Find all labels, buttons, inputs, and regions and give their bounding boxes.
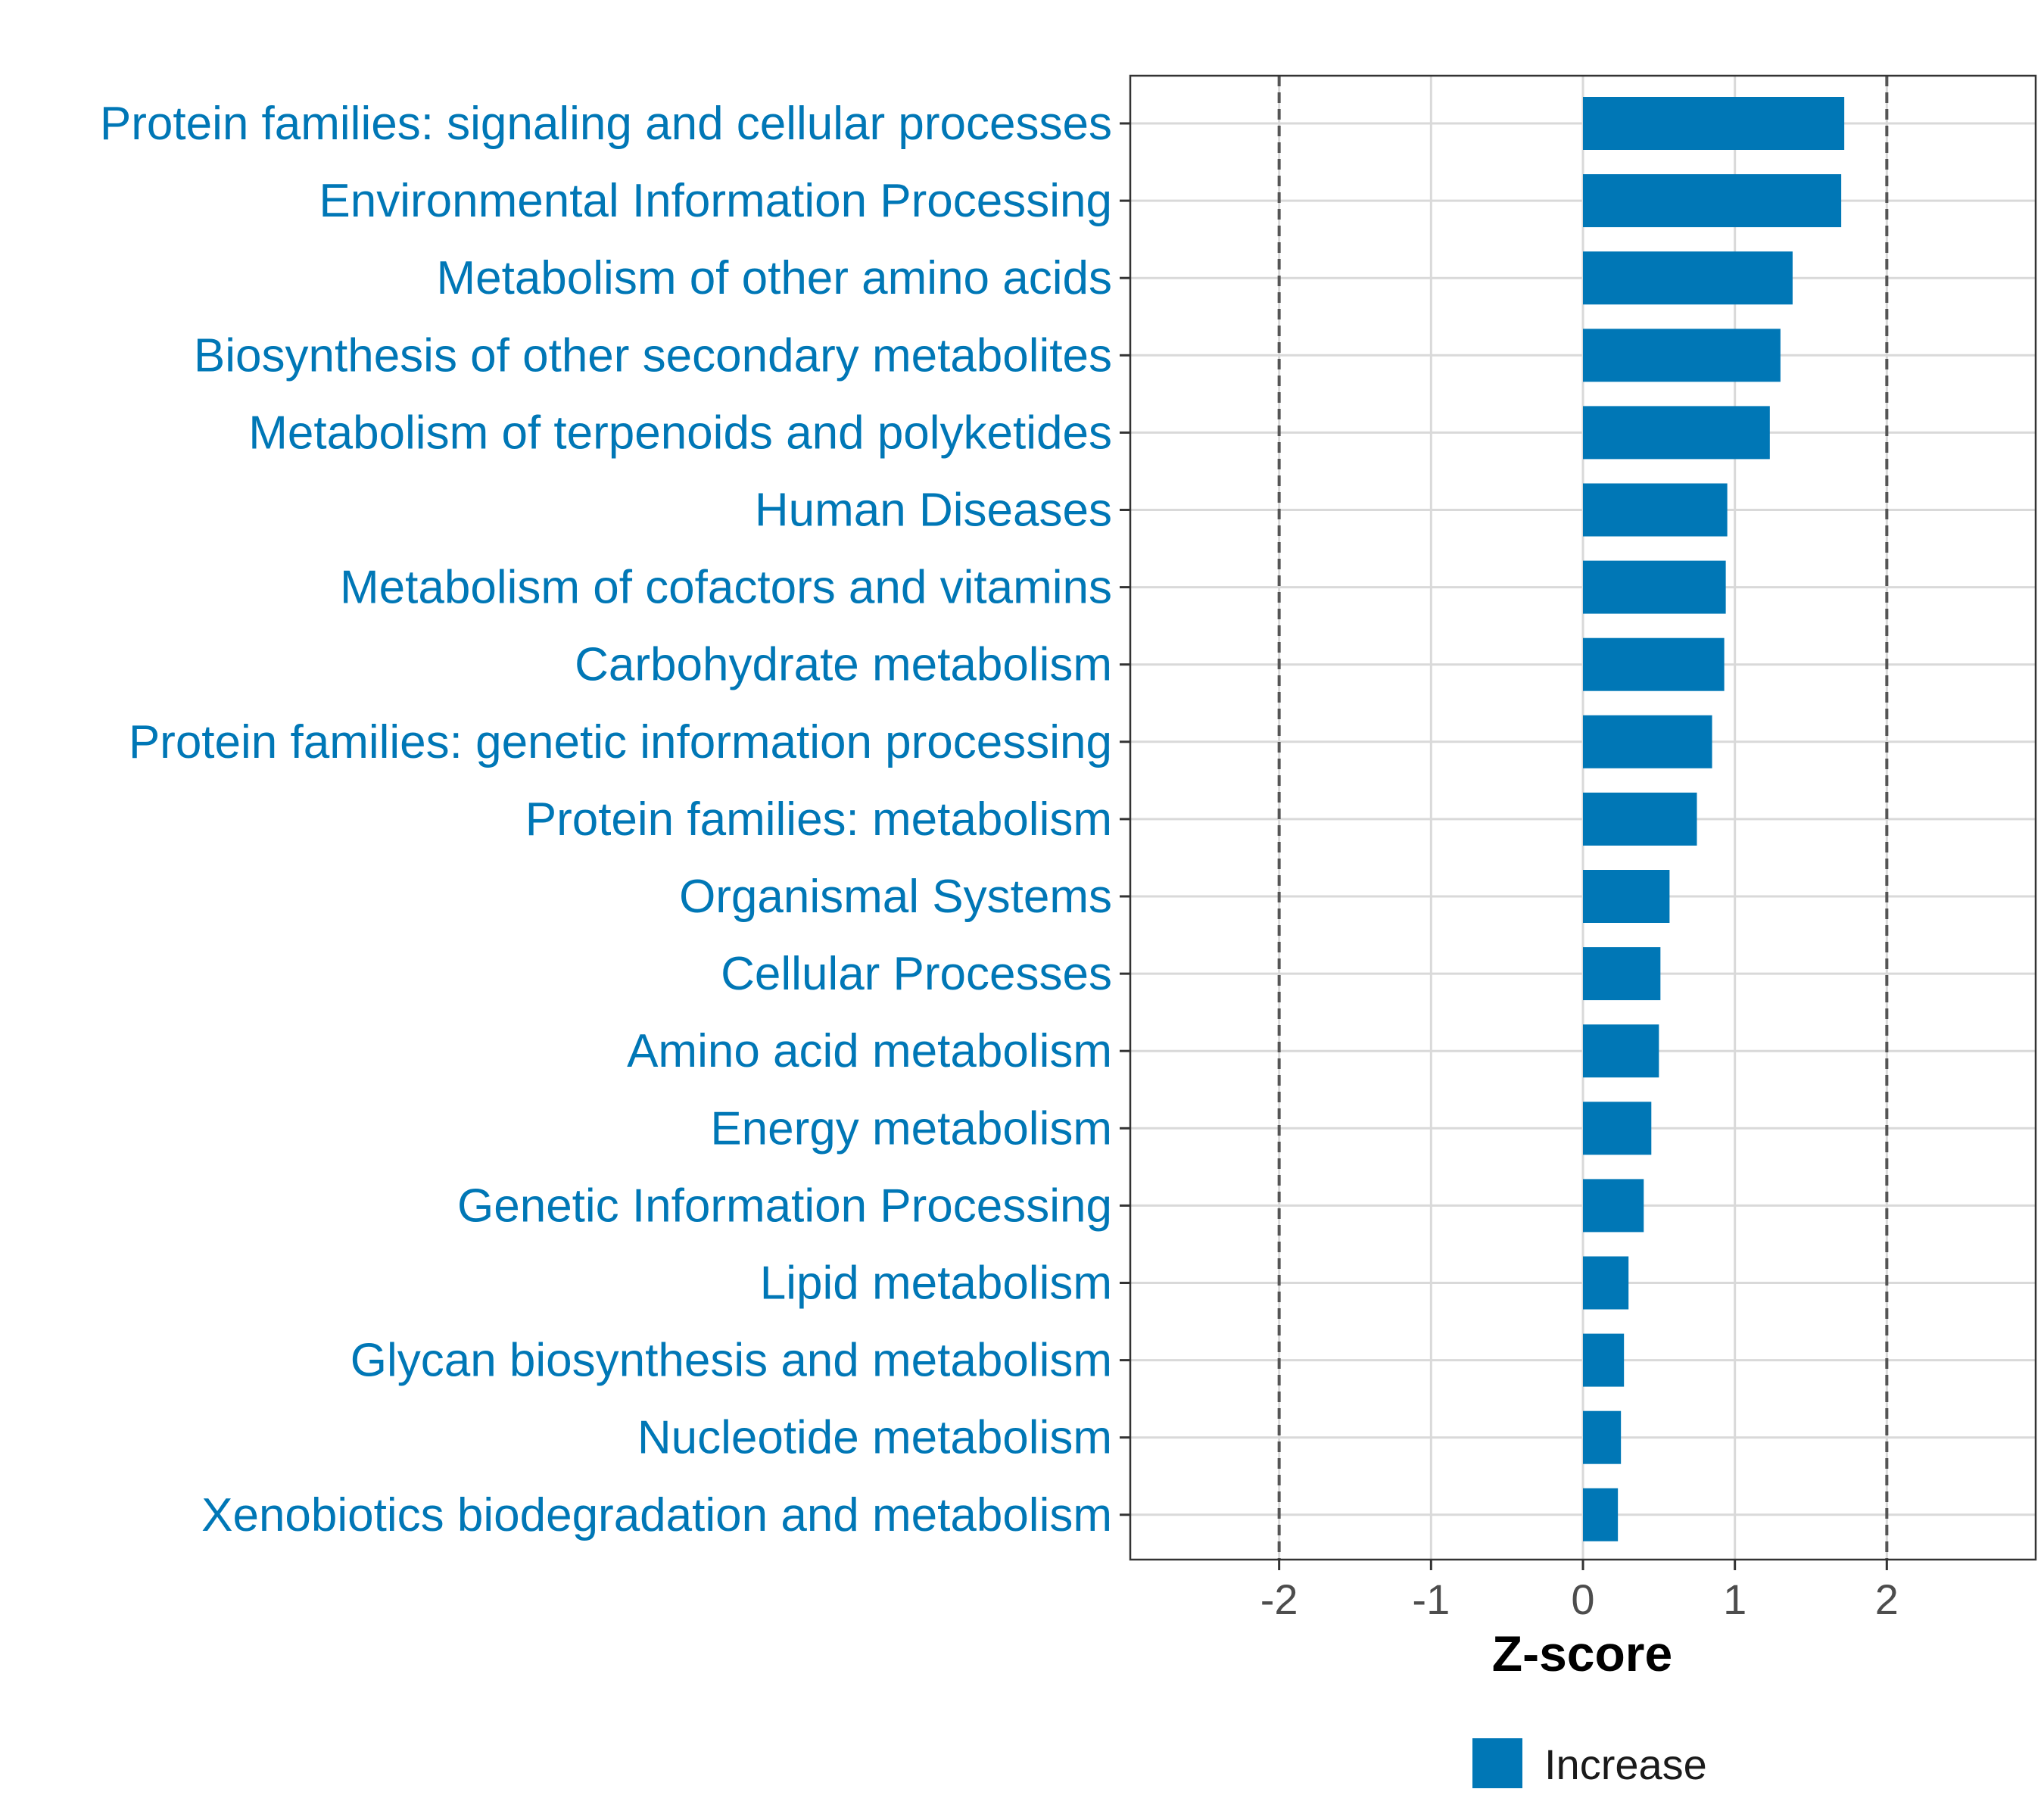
bar: [1583, 1333, 1625, 1387]
bar: [1583, 1488, 1619, 1541]
y-axis-ticks: [1120, 122, 1130, 1516]
reference-lines: [1277, 76, 1889, 1560]
bar: [1583, 1102, 1652, 1155]
bar: [1583, 329, 1781, 382]
category-label: Lipid metabolism: [760, 1258, 1112, 1310]
category-label: Metabolism of cofactors and vitamins: [340, 562, 1112, 614]
category-label: Xenobiotics biodegradation and metabolis…: [201, 1489, 1112, 1541]
category-label: Carbohydrate metabolism: [575, 639, 1112, 691]
category-label: Metabolism of terpenoids and polyketides: [248, 407, 1112, 459]
bar: [1583, 870, 1670, 923]
bar: [1583, 406, 1770, 460]
category-label: Amino acid metabolism: [627, 1025, 1112, 1077]
bar: [1583, 1024, 1659, 1078]
x-tick-label: 2: [1875, 1575, 1899, 1623]
category-label: Environmental Information Processing: [319, 175, 1112, 227]
bar: [1583, 483, 1728, 537]
bar: [1583, 560, 1726, 614]
category-label: Human Diseases: [755, 485, 1112, 537]
bar: [1583, 715, 1712, 768]
category-label: Cellular Processes: [721, 948, 1112, 1000]
category-labels: Protein families: signaling and cellular…: [100, 98, 1112, 1541]
x-axis-title: Z-score: [1492, 1625, 1672, 1681]
category-label: Protein families: genetic information pr…: [129, 716, 1112, 768]
category-label: Glycan biosynthesis and metabolism: [351, 1335, 1112, 1387]
category-label: Metabolism of other amino acids: [436, 252, 1112, 304]
x-tick-label: 1: [1723, 1575, 1746, 1623]
category-label: Biosynthesis of other secondary metaboli…: [194, 329, 1112, 382]
x-tick-label: 0: [1571, 1575, 1594, 1623]
x-axis-ticks: -2 -1 0 1 2: [1260, 1560, 1899, 1623]
bar: [1583, 792, 1697, 846]
bar: [1583, 947, 1661, 1001]
category-label: Protein families: signaling and cellular…: [100, 98, 1112, 150]
bar: [1583, 637, 1725, 691]
legend-swatch-increase: [1472, 1738, 1522, 1788]
bar: [1583, 251, 1793, 305]
bar: [1583, 174, 1842, 228]
x-tick-label: -2: [1260, 1575, 1298, 1623]
category-label: Protein families: metabolism: [525, 793, 1112, 846]
legend-label-increase: Increase: [1544, 1741, 1707, 1788]
legend: Increase: [1472, 1738, 1707, 1788]
bar: [1583, 97, 1845, 150]
category-label: Organismal Systems: [679, 871, 1112, 923]
x-tick-label: -1: [1412, 1575, 1450, 1623]
bars: [1583, 97, 1845, 1541]
bar: [1583, 1179, 1644, 1233]
bar: [1583, 1410, 1622, 1464]
bar: [1583, 1256, 1629, 1310]
category-label: Nucleotide metabolism: [637, 1412, 1112, 1464]
category-label: Genetic Information Processing: [457, 1180, 1112, 1232]
category-label: Energy metabolism: [710, 1102, 1112, 1155]
